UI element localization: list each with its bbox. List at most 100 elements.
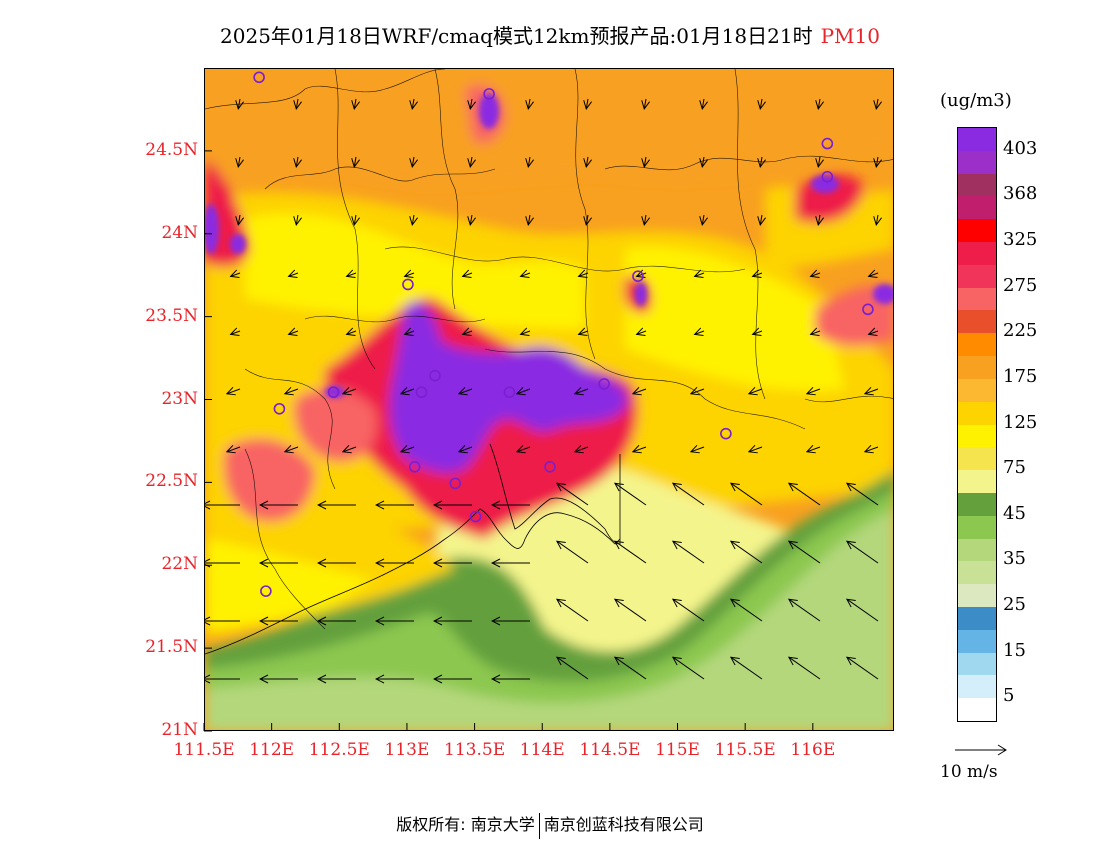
colorbar-segment — [958, 196, 996, 220]
wind-arrow — [818, 98, 820, 109]
wind-arrow — [528, 214, 530, 225]
wind-arrow — [289, 273, 299, 276]
wind-arrow — [789, 483, 821, 506]
wind-arrow — [807, 447, 821, 452]
wind-arrow — [586, 214, 588, 225]
title-variable: PM10 — [820, 24, 880, 48]
y-tick-label: 21.5N — [145, 637, 198, 658]
wind-arrow — [575, 447, 589, 452]
y-tick-label: 22.5N — [145, 471, 198, 492]
colorbar-label: 15 — [1003, 639, 1026, 661]
colorbar-segment — [958, 287, 996, 311]
colorbar-segment — [958, 447, 996, 471]
wind-arrow — [702, 156, 704, 167]
wind-arrow — [289, 331, 299, 334]
y-tick-label: 23N — [161, 388, 198, 409]
wind-arrow — [238, 156, 240, 167]
wind-arrow — [343, 389, 357, 394]
wind-arrow — [459, 389, 473, 394]
y-tick-label: 23.5N — [145, 305, 198, 326]
wind-arrow — [296, 214, 298, 225]
hotspot-circle — [449, 477, 462, 490]
x-tick-label: 114.5E — [579, 740, 641, 760]
wind-arrow — [296, 98, 298, 109]
wind-arrow — [637, 273, 647, 276]
wind-arrow — [238, 98, 240, 109]
hotspot-circle — [408, 460, 421, 473]
wind-arrow — [731, 541, 763, 564]
colorbar-segment — [958, 219, 996, 243]
wind-arrow — [528, 98, 530, 109]
wind-arrow — [811, 331, 821, 334]
colorbar-segment — [958, 675, 996, 699]
colorbar-label: 5 — [1003, 685, 1015, 707]
wind-arrow — [401, 389, 415, 394]
wind-arrow — [227, 447, 241, 452]
wind-arrow — [760, 156, 762, 167]
colorbar-label: 403 — [1003, 137, 1038, 159]
hotspot-circle — [720, 427, 732, 440]
colorbar-segment — [958, 378, 996, 403]
wind-arrow — [231, 331, 241, 334]
wind-arrow — [586, 98, 588, 109]
x-tick-label: 113E — [384, 740, 430, 760]
colorbar-segment — [958, 629, 996, 654]
wind-arrow — [557, 657, 589, 680]
x-tick-label: 115.5E — [714, 740, 776, 760]
wind-arrow — [847, 599, 879, 622]
colorbar-segment — [958, 538, 996, 562]
hotspot-circle — [469, 510, 482, 523]
wind-arrow — [789, 541, 821, 564]
hotspot-cores — [205, 93, 893, 398]
wind-arrow — [760, 214, 762, 225]
colorbar-segment — [958, 173, 996, 197]
colorbar-segment — [958, 652, 996, 676]
wind-arrow — [753, 331, 763, 334]
admin-borders — [205, 69, 893, 630]
wind-arrow — [691, 447, 705, 452]
wind-arrow — [869, 273, 879, 276]
wind-arrow — [847, 541, 879, 564]
copyright-company: 南京创蓝科技有限公司 — [543, 815, 704, 834]
wind-arrow — [807, 389, 821, 394]
footer-separator — [538, 812, 540, 839]
wind-arrow — [731, 599, 763, 622]
x-tick-label: 112E — [249, 740, 295, 760]
copyright-footer: 版权所有: 南京大学 南京创蓝科技有限公司 — [0, 811, 1100, 839]
map-title: 2025年01月18日WRF/cmaq模式12km预报产品:01月18日21时 P… — [0, 20, 1100, 49]
wind-vectors — [205, 98, 879, 680]
wind-arrow — [876, 98, 878, 109]
wind-arrow — [753, 273, 763, 276]
wind-arrow — [673, 483, 705, 506]
x-tick-label: 112.5E — [308, 740, 370, 760]
hotspot-circle — [862, 303, 874, 316]
wind-arrow — [528, 156, 530, 167]
wind-arrow — [557, 541, 589, 564]
wind-arrow — [285, 389, 299, 394]
wind-arrow — [615, 483, 647, 506]
hotspot-circle — [429, 369, 441, 382]
wind-arrow — [231, 273, 241, 276]
x-tick-label: 113.5E — [444, 740, 506, 760]
wind-arrow — [463, 331, 473, 334]
colorbar-segment — [958, 492, 996, 517]
map-canvas — [205, 69, 893, 730]
wind-arrow — [865, 447, 879, 452]
wind-arrow — [644, 214, 646, 225]
colorbar-label: 225 — [1003, 320, 1038, 342]
wind-arrow — [695, 331, 705, 334]
colorbar-segment — [958, 698, 996, 722]
wind-arrow — [405, 273, 415, 276]
colorbar-label: 368 — [1003, 183, 1038, 205]
wind-reference-label: 10 m/s — [940, 762, 998, 782]
hotspot-circle — [632, 270, 644, 282]
hotspot-circle — [260, 585, 272, 597]
wind-arrow — [673, 541, 705, 564]
wind-arrow — [633, 447, 647, 452]
wind-arrow — [691, 389, 705, 394]
hotspot-circle — [821, 137, 834, 150]
wind-arrow — [557, 483, 589, 506]
wind-arrow — [517, 447, 531, 452]
wind-arrow — [644, 98, 646, 109]
